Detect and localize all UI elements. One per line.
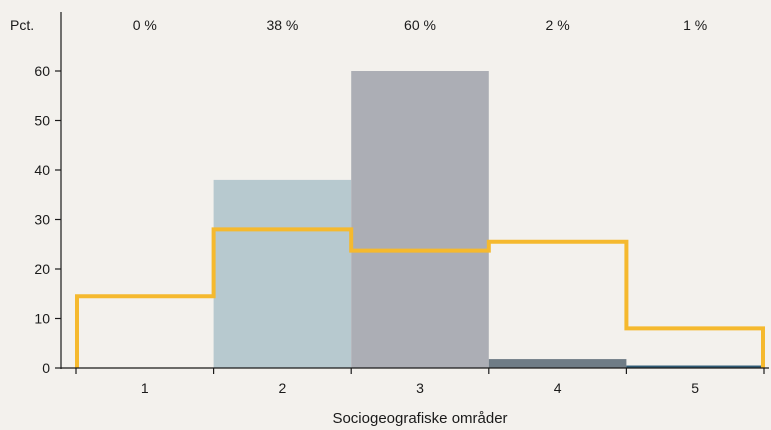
- x-ticks-group: 1 2 3 4 5: [75, 368, 765, 396]
- y-tick-label-0: 0: [42, 360, 50, 376]
- top-label-3: 60 %: [404, 17, 436, 33]
- top-label-1: 0 %: [133, 17, 157, 33]
- step-line: [75, 227, 765, 368]
- y-tick-label-40: 40: [34, 162, 50, 178]
- x-axis-title: Sociogeografiske områder: [332, 410, 507, 427]
- x-tick-label-5: 5: [691, 380, 699, 396]
- bar-4: [488, 359, 627, 368]
- x-tick-label-2: 2: [279, 380, 287, 396]
- top-label-2: 38 %: [266, 17, 298, 33]
- x-tick-label-4: 4: [554, 380, 562, 396]
- step-line-group: [75, 227, 765, 368]
- y-tick-label-30: 30: [34, 212, 50, 228]
- bar-5: [626, 365, 764, 368]
- x-tick-label-3: 3: [416, 380, 424, 396]
- bars-group: [213, 71, 764, 368]
- y-tick-label-20: 20: [34, 261, 50, 277]
- y-ticks-group: 0 10 20 30 40 50 60: [34, 63, 61, 376]
- y-tick-label-60: 60: [34, 63, 50, 79]
- y-axis-title: Pct.: [10, 17, 34, 33]
- y-tick-label-50: 50: [34, 113, 50, 129]
- top-labels-group: 0 % 38 % 60 % 2 % 1 %: [133, 17, 708, 33]
- top-label-4: 2 %: [546, 17, 570, 33]
- x-tick-label-1: 1: [141, 380, 149, 396]
- top-label-5: 1 %: [683, 17, 707, 33]
- bar-3: [351, 71, 489, 368]
- y-tick-label-10: 10: [34, 311, 50, 327]
- bar-2: [213, 179, 352, 368]
